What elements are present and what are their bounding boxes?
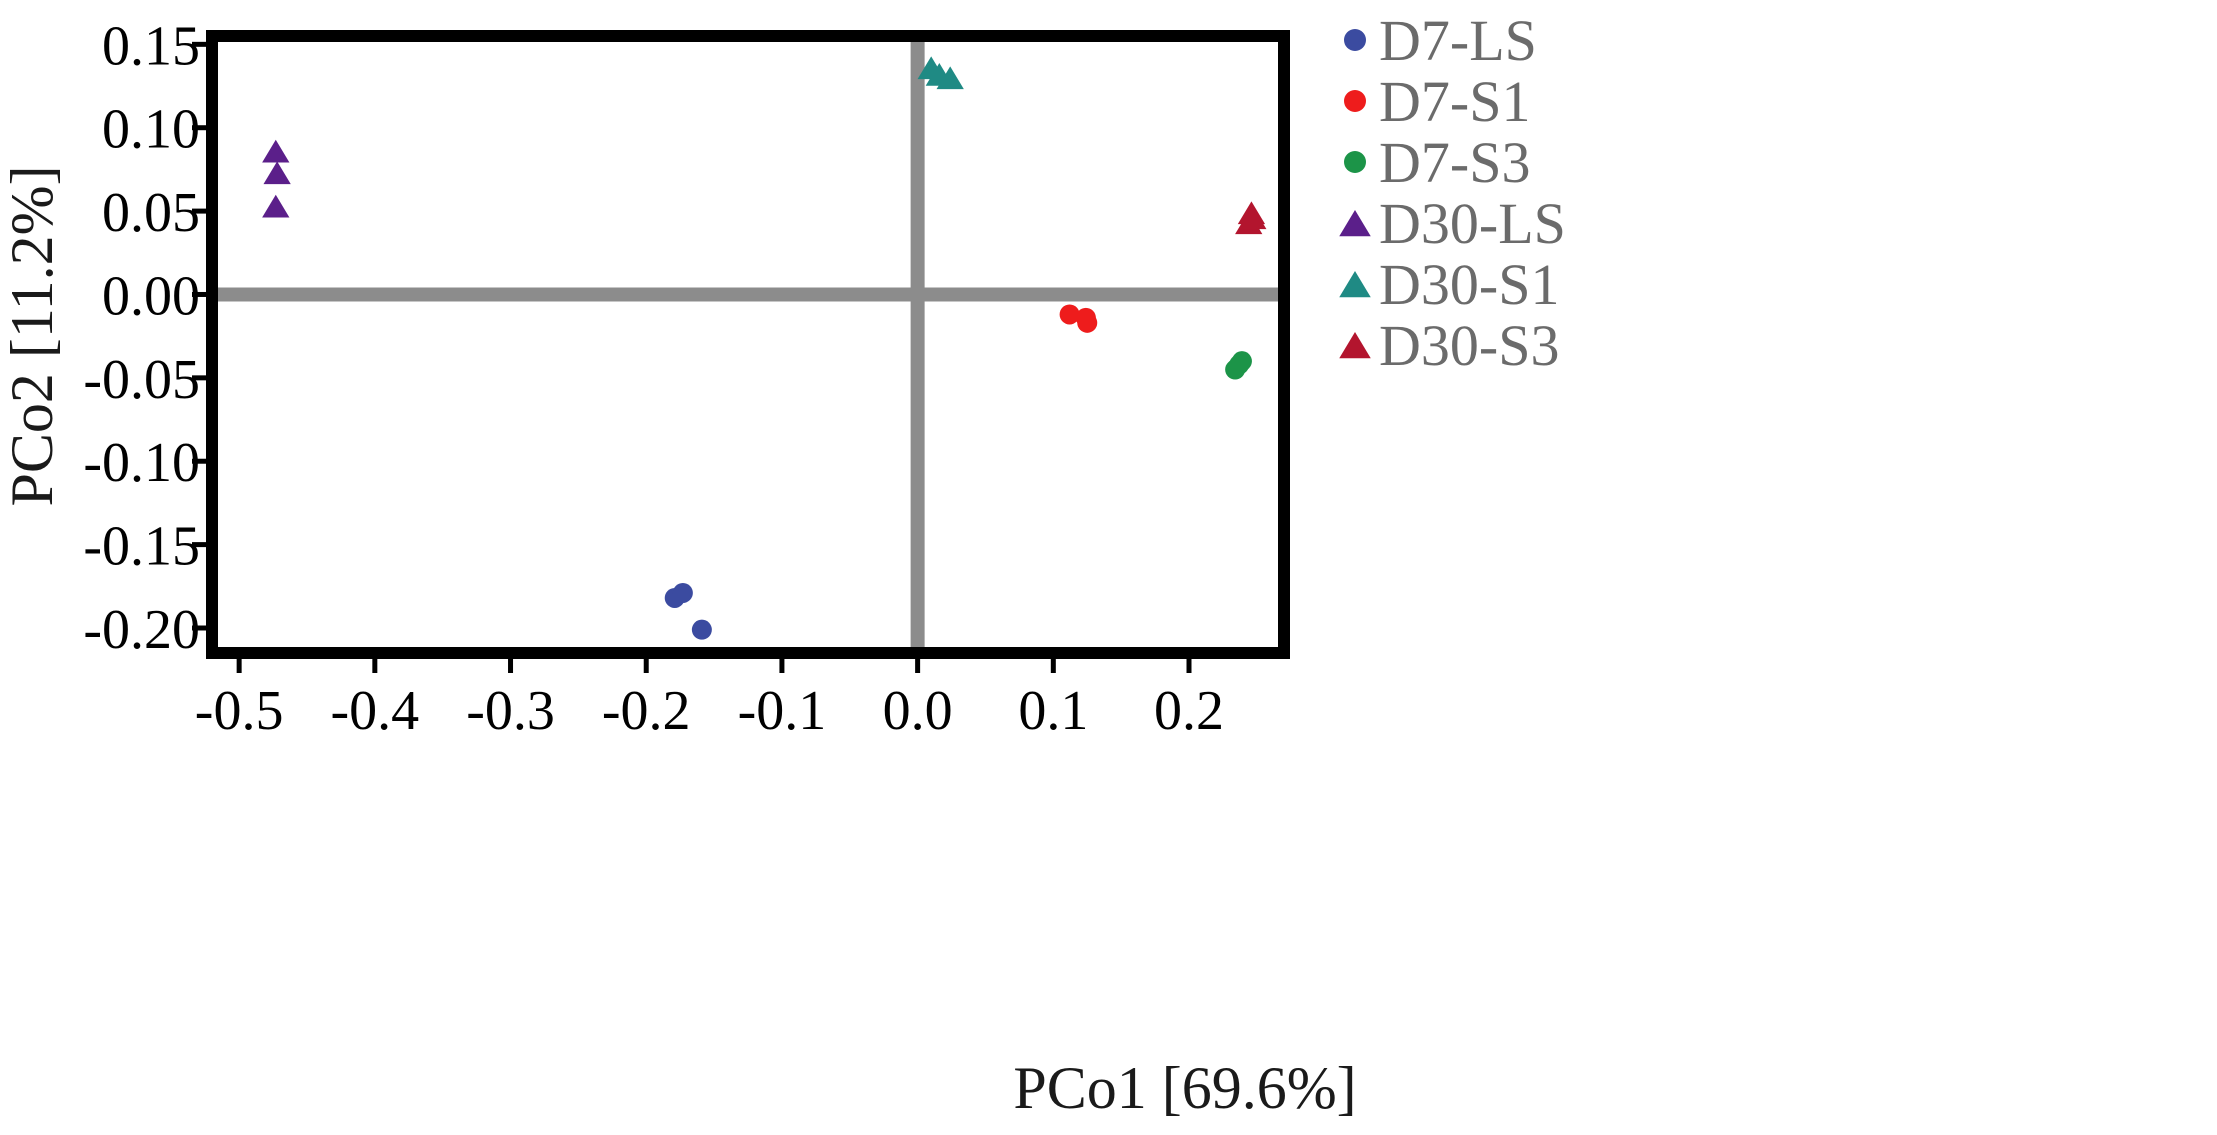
data-markers [262,56,1267,640]
point-d7-s1-1 [1059,304,1080,325]
legend-label-d30-s1: D30-S1 [1379,252,1559,317]
legend-marker-d30-s3 [1339,332,1371,359]
point-d7-ls-2 [672,582,693,603]
x-axis-ticks: -0.5 -0.4 -0.3 -0.2 -0.1 0.0 0.1 0.2 [195,659,1224,742]
x-tick-label: -0.3 [466,680,555,742]
y-tick-label: -0.15 [83,516,200,578]
point-d7-s1-3 [1077,312,1098,333]
x-tick-label: -0.2 [602,680,691,742]
legend-marker-d30-s1 [1339,271,1371,298]
legend-label-d30-ls: D30-LS [1379,191,1566,256]
point-d30-ls-1 [262,139,290,163]
legend-label-d30-s3: D30-S3 [1379,313,1559,378]
legend-marker-d7-s1 [1344,90,1366,112]
legend-label-d7-s3: D7-S3 [1379,130,1530,195]
point-d30-ls-2 [263,161,291,185]
legend-label-d7-ls: D7-LS [1379,8,1537,73]
x-tick-label: 0.2 [1154,680,1224,742]
x-tick-label: 0.0 [883,680,953,742]
legend-marker-d30-ls [1339,210,1371,237]
legend-marker-d7-ls [1344,29,1366,51]
y-tick-label: 0.00 [102,265,200,327]
y-tick-label: -0.10 [83,432,200,494]
point-d30-s3-3 [1239,206,1267,230]
y-tick-label: 0.15 [102,15,200,77]
x-axis-title: PCo1 [69.6%] [1013,1055,1356,1121]
x-tick-label: -0.4 [331,680,420,742]
reference-lines [212,36,1284,653]
y-axis-ticks: 0.15 0.10 0.05 0.00 -0.05 -0.10 -0.15 -0.20 [83,15,206,661]
x-tick-label: -0.1 [738,680,827,742]
point-d30-ls-3 [262,194,290,218]
point-d7-s3-3 [1229,354,1250,375]
y-axis-title: PCo2 [11.2%] [0,165,65,506]
x-tick-label: -0.5 [195,680,284,742]
point-d30-s1-3 [936,66,964,90]
point-d7-ls-3 [691,619,712,640]
y-tick-label: 0.10 [102,99,200,161]
plot-frame [206,30,1290,659]
legend-marker-d7-s3 [1344,151,1366,173]
y-tick-label: 0.05 [102,182,200,244]
y-tick-label: -0.20 [83,599,200,661]
y-tick-label: -0.05 [83,349,200,411]
x-tick-label: 0.1 [1018,680,1088,742]
legend-label-d7-s1: D7-S1 [1379,69,1530,134]
